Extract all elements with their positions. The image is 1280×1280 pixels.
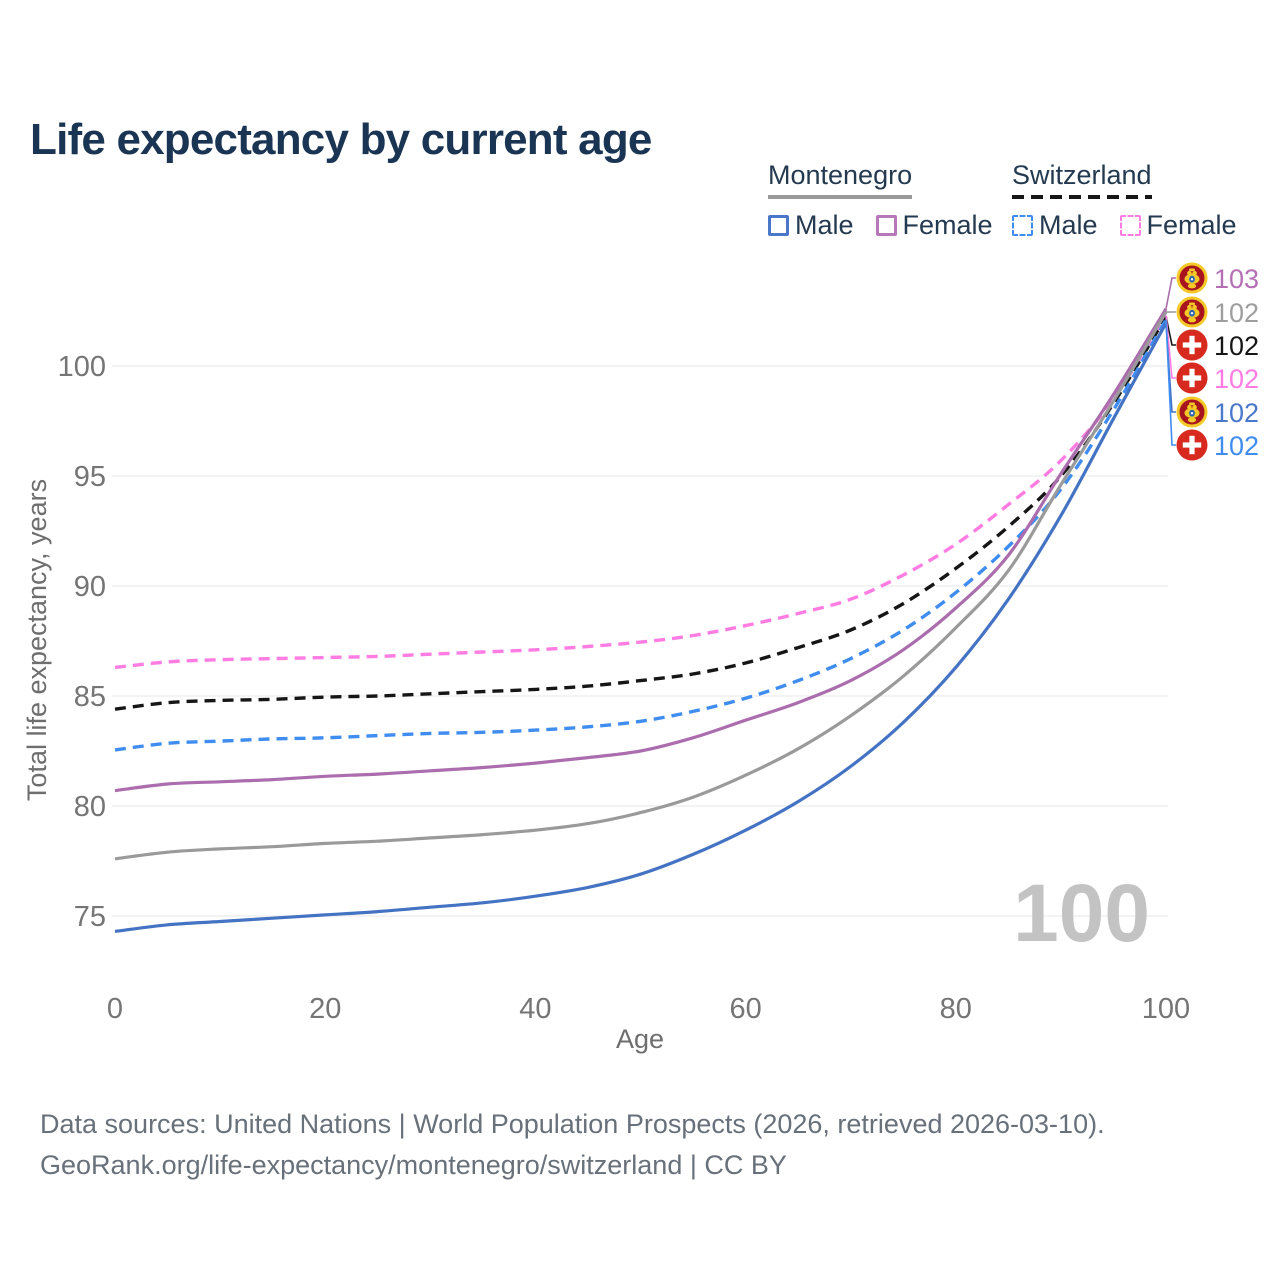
legend-group-switzerland: Switzerland Male Female (1012, 160, 1237, 241)
page-title: Life expectancy by current age (30, 115, 652, 165)
end-label-mne_male: 102 (1214, 398, 1259, 428)
legend-country-montenegro: Montenegro (768, 160, 913, 190)
legend-label-montenegro-female: Female (902, 210, 993, 240)
callout-leader-sui_male (1165, 319, 1176, 446)
x-tick-label: 60 (729, 993, 761, 1025)
flag-icon-montenegro (1176, 262, 1208, 294)
series-line-mne_male (114, 322, 1168, 933)
legend-item-switzerland-male[interactable]: Male (1012, 210, 1098, 241)
legend-country-wrap: Montenegro (768, 160, 913, 199)
y-tick-label: 100 (58, 351, 106, 383)
y-tick-label: 80 (74, 791, 106, 823)
legend-country-switzerland: Switzerland (1012, 160, 1152, 190)
series-line-sui_female (114, 314, 1168, 670)
legend-item-montenegro-female[interactable]: Female (875, 210, 993, 241)
x-axis-title: Age (616, 1024, 664, 1054)
callout-leader-sui_total (1165, 316, 1176, 346)
series-line-sui_total (114, 315, 1168, 711)
flag-icon-switzerland (1176, 429, 1208, 461)
data-source: Data sources: United Nations | World Pop… (40, 1104, 1105, 1185)
legend-label-switzerland-female: Female (1146, 210, 1237, 240)
end-label-sui_total: 102 (1214, 331, 1259, 361)
end-label-sui_male: 102 (1214, 431, 1259, 461)
legend-group-montenegro: Montenegro Male Female (768, 160, 993, 241)
y-axis-title: Total life expectancy, years (22, 479, 52, 801)
y-tick-label: 95 (74, 461, 106, 493)
source-line-2: GeoRank.org/life-expectancy/montenegro/s… (40, 1149, 787, 1180)
legend-label-montenegro-male: Male (795, 210, 854, 240)
flag-icon-switzerland (1176, 362, 1208, 394)
x-tick-label: 40 (519, 993, 551, 1025)
legend-swatch-switzerland-female (1119, 215, 1141, 236)
flag-icon-montenegro (1176, 396, 1208, 428)
x-tick-label: 0 (107, 993, 123, 1025)
age-watermark: 100 (1013, 868, 1150, 959)
x-tick-label: 100 (1142, 993, 1190, 1025)
legend-swatch-switzerland-male (1012, 215, 1033, 236)
series-line-mne_total (114, 311, 1168, 861)
callout-leader-sui_female (1165, 315, 1176, 379)
end-label-mne_total: 102 (1214, 298, 1259, 328)
series-line-sui_male (114, 318, 1168, 752)
series-line-mne_female (114, 307, 1168, 793)
x-tick-label: 80 (940, 993, 972, 1025)
legend-label-switzerland-male: Male (1039, 210, 1098, 240)
end-label-sui_female: 102 (1214, 364, 1259, 394)
y-tick-label: 85 (74, 681, 106, 713)
flag-icon-montenegro (1176, 296, 1208, 328)
y-tick-label: 75 (74, 901, 106, 933)
x-tick-label: 20 (309, 993, 341, 1025)
end-label-mne_female: 103 (1214, 264, 1259, 294)
legend-country-wrap: Switzerland (1012, 160, 1152, 199)
callout-leader-mne_female (1165, 277, 1176, 309)
legend-item-montenegro-male[interactable]: Male (768, 210, 854, 241)
legend-underline-switzerland-dashed (1012, 195, 1152, 199)
legend-swatch-montenegro-female (875, 215, 897, 236)
legend-swatch-montenegro-male (768, 215, 789, 236)
source-line-1: Data sources: United Nations | World Pop… (40, 1109, 1105, 1139)
flag-icon-switzerland (1176, 329, 1208, 361)
legend-underline-montenegro-solid (768, 195, 913, 199)
y-tick-label: 90 (74, 571, 106, 603)
legend-item-switzerland-female[interactable]: Female (1119, 210, 1237, 241)
